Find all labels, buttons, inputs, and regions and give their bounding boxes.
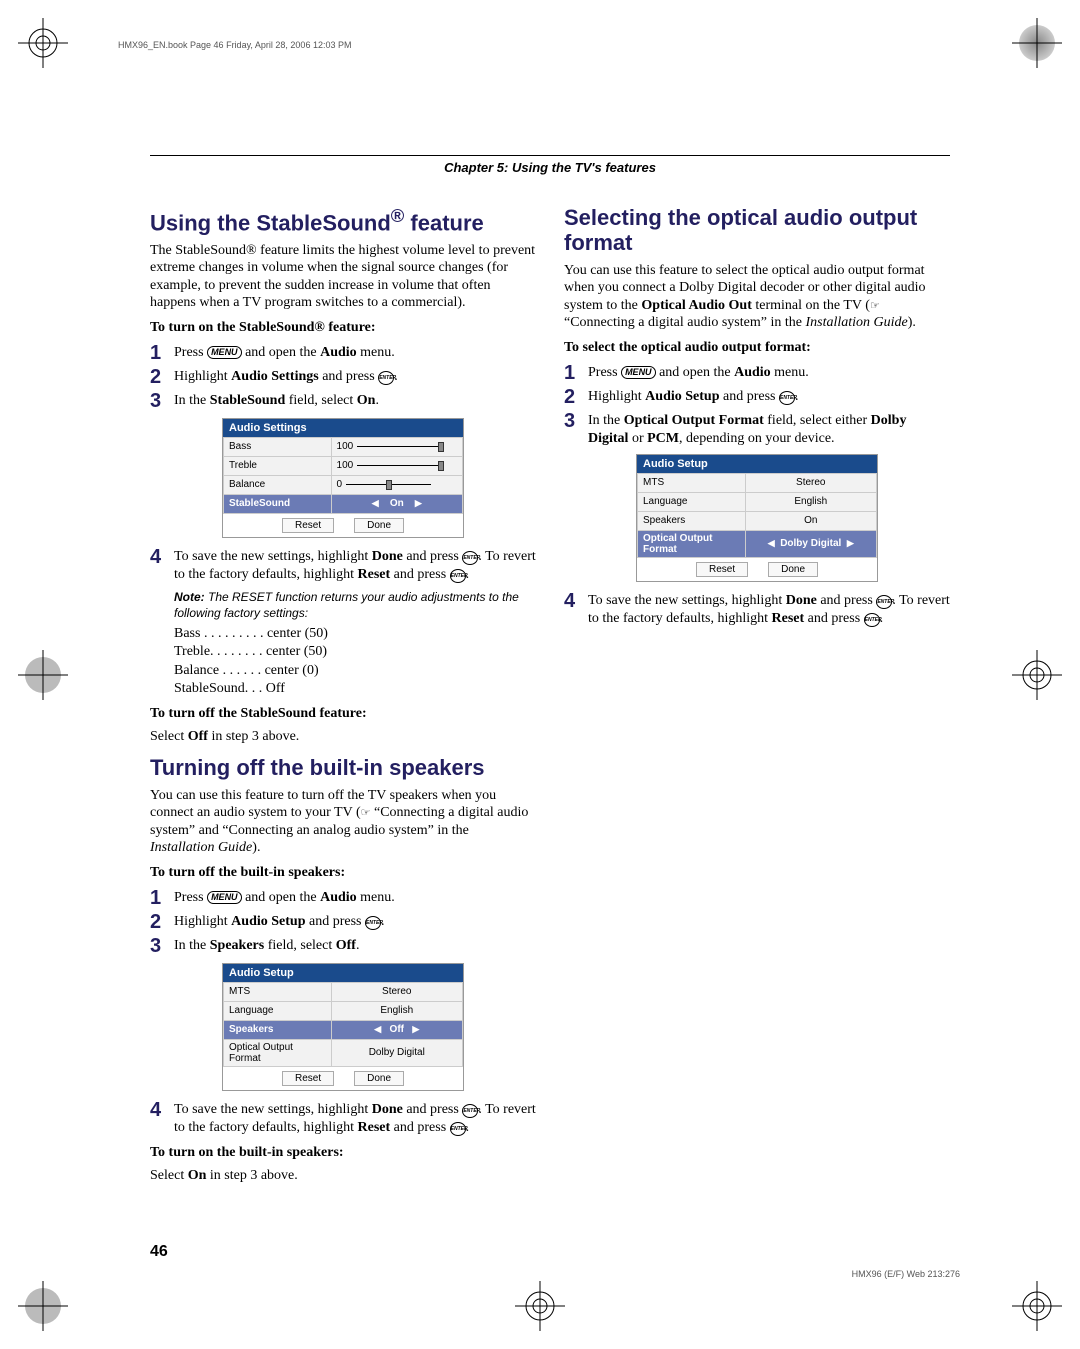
step-num: 4	[150, 1099, 174, 1121]
intro-para: The StableSound® feature limits the high…	[150, 242, 536, 312]
subhead-spk-on: To turn on the built-in speakers:	[150, 1145, 536, 1161]
left-arrow-icon: ◀	[768, 538, 775, 548]
table-row: LanguageEnglish	[224, 1001, 463, 1020]
panel-header: Audio Setup	[223, 964, 463, 982]
step-text: Highlight Audio Settings and press ENTER…	[174, 366, 398, 386]
print-header: HMX96_EN.book Page 46 Friday, April 28, …	[118, 40, 351, 50]
regmark-bl	[18, 1281, 68, 1331]
table-row: Bass100	[224, 437, 463, 456]
step-text: In the Speakers field, select Off.	[174, 935, 359, 955]
table-row: MTSStereo	[224, 982, 463, 1001]
reset-button[interactable]: Reset	[282, 1071, 334, 1086]
intro-para: You can use this feature to select the o…	[564, 262, 950, 332]
regmark-ml	[18, 650, 68, 700]
table-row: Balance0	[224, 475, 463, 494]
step-num: 2	[150, 366, 174, 388]
step-text: Press MENU and open the Audio menu.	[174, 342, 395, 362]
audio-settings-panel: Audio Settings Bass100 Treble100 Balance…	[222, 418, 464, 538]
enter-key-icon: ENTER	[779, 391, 795, 405]
step-text: Press MENU and open the Audio menu.	[588, 362, 809, 382]
enter-key-icon: ENTER	[876, 595, 892, 609]
regmark-bc	[515, 1281, 565, 1331]
right-column: Selecting the optical audio output forma…	[564, 195, 950, 1193]
enter-key-icon: ENTER	[462, 551, 478, 565]
ref-icon: ☞	[870, 300, 880, 312]
subhead-turn-on: To turn on the StableSound® feature:	[150, 320, 536, 336]
menu-key-icon: MENU	[207, 346, 242, 360]
step-num: 3	[150, 390, 174, 412]
subhead-optical: To select the optical audio output forma…	[564, 340, 950, 356]
section-optical: Selecting the optical audio output forma…	[564, 205, 950, 256]
body-text: Select On in step 3 above.	[150, 1167, 536, 1185]
regmark-br	[1012, 1281, 1062, 1331]
page-number: 46	[150, 1243, 168, 1261]
step-text: In the Optical Output Format field, sele…	[588, 410, 950, 448]
step-num: 1	[150, 342, 174, 364]
table-row: Treble100	[224, 456, 463, 475]
table-row-selected: Speakers◀ Off ▶	[224, 1020, 463, 1039]
title-text: feature	[404, 210, 483, 235]
panel-header: Audio Setup	[637, 455, 877, 473]
panel-header: Audio Settings	[223, 419, 463, 437]
reset-button[interactable]: Reset	[696, 562, 748, 577]
table-row: SpeakersOn	[638, 511, 877, 530]
table-row: LanguageEnglish	[638, 492, 877, 511]
audio-setup-panel: Audio Setup MTSStereo LanguageEnglish Sp…	[222, 963, 464, 1091]
chapter-title: Chapter 5: Using the TV's features	[150, 155, 950, 175]
footer-code: HMX96 (E/F) Web 213:276	[852, 1269, 960, 1279]
section-speakers: Turning off the built-in speakers	[150, 755, 536, 780]
done-button[interactable]: Done	[354, 518, 404, 533]
enter-key-icon: ENTER	[378, 371, 394, 385]
step-text: To save the new settings, highlight Done…	[174, 1099, 536, 1137]
menu-key-icon: MENU	[207, 891, 242, 905]
reg-mark: ®	[391, 205, 405, 226]
ref-icon: ☞	[361, 807, 371, 819]
step-text: Highlight Audio Setup and press ENTER.	[588, 386, 798, 406]
note-block: Note: The RESET function returns your au…	[174, 590, 536, 621]
intro-para: You can use this feature to turn off the…	[150, 787, 536, 857]
step-text: Highlight Audio Setup and press ENTER.	[174, 911, 384, 931]
right-arrow-icon: ▶	[415, 498, 422, 508]
step-num: 3	[564, 410, 588, 432]
done-button[interactable]: Done	[768, 562, 818, 577]
regmark-tl	[18, 18, 68, 68]
left-arrow-icon: ◀	[374, 1024, 381, 1034]
subhead-turn-off: To turn off the StableSound feature:	[150, 706, 536, 722]
done-button[interactable]: Done	[354, 1071, 404, 1086]
right-arrow-icon: ▶	[412, 1024, 419, 1034]
enter-key-icon: ENTER	[450, 569, 466, 583]
section-stablesound: Using the StableSound® feature	[150, 205, 536, 236]
step-num: 2	[150, 911, 174, 933]
step-num: 2	[564, 386, 588, 408]
step-num: 1	[564, 362, 588, 384]
regmark-mr	[1012, 650, 1062, 700]
regmark-tr	[1012, 18, 1062, 68]
table-row: MTSStereo	[638, 473, 877, 492]
enter-key-icon: ENTER	[450, 1122, 466, 1136]
table-row: Optical Output FormatDolby Digital	[224, 1039, 463, 1066]
subhead-spk-off: To turn off the built-in speakers:	[150, 865, 536, 881]
step-text: To save the new settings, highlight Done…	[174, 546, 536, 584]
right-arrow-icon: ▶	[847, 538, 854, 548]
step-text: Press MENU and open the Audio menu.	[174, 887, 395, 907]
step-num: 3	[150, 935, 174, 957]
reset-button[interactable]: Reset	[282, 518, 334, 533]
step-text: To save the new settings, highlight Done…	[588, 590, 950, 628]
audio-setup-panel: Audio Setup MTSStereo LanguageEnglish Sp…	[636, 454, 878, 582]
enter-key-icon: ENTER	[462, 1104, 478, 1118]
enter-key-icon: ENTER	[365, 916, 381, 930]
menu-key-icon: MENU	[621, 366, 656, 380]
table-row-selected: Optical Output Format◀ Dolby Digital ▶	[638, 530, 877, 557]
defaults-list: Bass . . . . . . . . . center (50) Trebl…	[174, 625, 536, 698]
step-text: In the StableSound field, select On.	[174, 390, 379, 410]
left-column: Using the StableSound® feature The Stabl…	[150, 195, 536, 1193]
table-row-selected: StableSound◀ On ▶	[224, 494, 463, 513]
step-num: 1	[150, 887, 174, 909]
step-num: 4	[150, 546, 174, 568]
left-arrow-icon: ◀	[372, 498, 379, 508]
body-text: Select Off in step 3 above.	[150, 728, 536, 746]
title-text: Using the StableSound	[150, 210, 391, 235]
enter-key-icon: ENTER	[864, 613, 880, 627]
step-num: 4	[564, 590, 588, 612]
